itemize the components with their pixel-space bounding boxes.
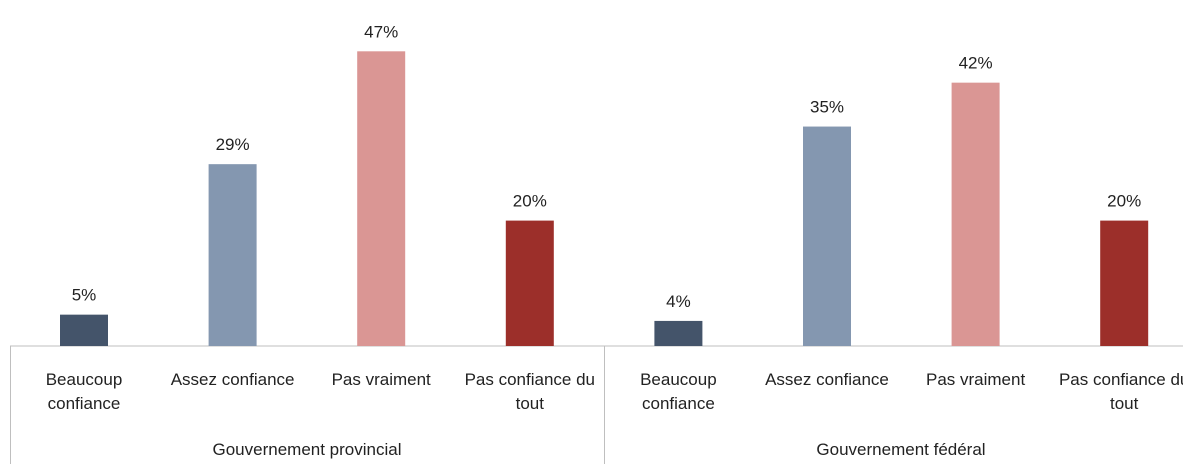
bar [951, 82, 1000, 346]
data-label: 4% [666, 292, 691, 311]
x-tick-label: Pas confiance du tout [1058, 370, 1183, 413]
data-label: 42% [959, 54, 993, 73]
data-label: 20% [1107, 192, 1141, 211]
bar [208, 164, 257, 346]
data-label: 47% [364, 22, 398, 41]
x-tick-label: Pas vraiment [331, 370, 431, 389]
x-tick-label: Assez confiance [765, 370, 889, 389]
x-tick-label: Beaucoup confiance [640, 370, 717, 413]
x-tick-label: Pas vraiment [925, 370, 1026, 389]
group-label: Gouvernement fédéral [816, 440, 986, 459]
x-tick-label: Beaucoup confiance [45, 370, 123, 413]
data-label: 29% [216, 135, 250, 154]
data-label: 5% [72, 286, 97, 305]
bar [1100, 220, 1149, 346]
bar [60, 314, 108, 346]
group-label: Gouvernement provincial [212, 440, 402, 459]
bar [505, 220, 554, 346]
bar [357, 51, 406, 347]
bar [654, 320, 703, 346]
data-label: 20% [513, 192, 547, 211]
x-tick-label: Assez confiance [170, 370, 295, 389]
bar [803, 126, 851, 346]
data-label: 35% [810, 98, 844, 117]
x-tick-label: Pas confiance du tout [464, 370, 595, 413]
